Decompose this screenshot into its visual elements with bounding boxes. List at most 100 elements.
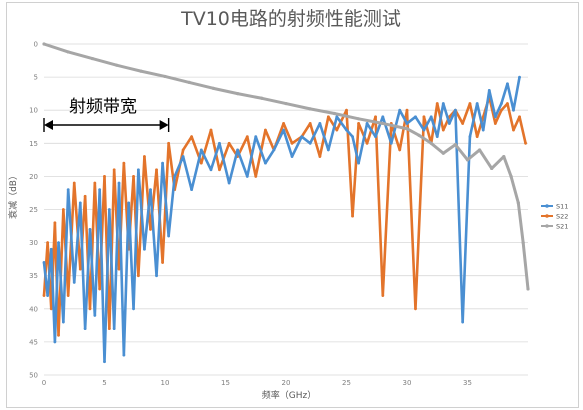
x-tick-label: 0 (42, 379, 46, 387)
point-s11 (61, 320, 65, 324)
point-s21 (521, 241, 525, 245)
point-s11 (468, 135, 472, 139)
point-s11 (374, 135, 377, 139)
x-tick-label: 20 (282, 379, 291, 387)
y-tick-label: 45 (29, 338, 38, 346)
point-s11 (136, 168, 140, 172)
point-s11 (264, 161, 267, 165)
x-tick-label: 5 (102, 379, 106, 387)
point-s22 (308, 122, 312, 125)
point-s22 (518, 115, 521, 119)
point-s11 (398, 108, 402, 112)
point-s11 (308, 141, 312, 145)
point-s21 (502, 154, 506, 159)
point-s11 (365, 122, 369, 125)
point-s11 (122, 353, 126, 357)
point-s21 (308, 107, 312, 111)
legend-label-s11: S11 (556, 202, 568, 210)
x-tick-label: 10 (161, 379, 170, 387)
point-s11 (236, 148, 240, 152)
y-tick-label: 5 (34, 74, 38, 82)
point-s21 (42, 42, 46, 46)
y-axis-label: 衰减（dB） (7, 171, 19, 219)
point-s11 (435, 135, 439, 139)
point-s21 (417, 133, 421, 137)
point-s21 (163, 74, 167, 79)
y-tick-label: 0 (34, 41, 38, 49)
point-s22 (78, 267, 82, 271)
point-s21 (357, 117, 361, 121)
point-s22 (83, 194, 87, 198)
point-s21 (236, 92, 240, 96)
point-s11 (49, 247, 53, 251)
point-s22 (61, 208, 65, 211)
legend: S11 S22 S21 (541, 202, 568, 230)
point-s22 (88, 307, 92, 311)
point-s22 (53, 221, 57, 225)
y-tick-label: 10 (29, 107, 38, 115)
point-s22 (209, 128, 213, 132)
point-s22 (499, 108, 503, 112)
point-s22 (93, 181, 97, 185)
point-s21 (211, 86, 215, 90)
point-s11 (414, 115, 417, 119)
point-s11 (454, 108, 457, 112)
series-layer (42, 42, 530, 364)
point-s22 (282, 122, 285, 125)
point-s21 (260, 96, 264, 100)
point-s22 (46, 241, 50, 245)
point-s21 (90, 56, 94, 61)
point-s11 (481, 128, 485, 132)
point-s11 (190, 188, 194, 192)
y-tick-label: 35 (29, 272, 38, 280)
point-s11 (199, 148, 203, 152)
point-s21 (115, 63, 119, 67)
point-s22 (381, 294, 385, 297)
point-s11 (335, 115, 339, 119)
point-s21 (465, 158, 470, 162)
point-s11 (173, 175, 177, 178)
point-s22 (351, 214, 354, 218)
point-s11 (78, 201, 82, 205)
point-s11 (272, 148, 276, 152)
point-s22 (155, 168, 158, 172)
point-s22 (117, 267, 121, 271)
point-s22 (318, 155, 322, 158)
point-s22 (42, 294, 46, 297)
point-s22 (357, 122, 360, 125)
point-s22 (227, 141, 231, 145)
point-s22 (49, 307, 53, 311)
point-s22 (398, 148, 402, 152)
point-s11 (345, 128, 348, 132)
point-s11 (42, 261, 46, 264)
point-s11 (66, 188, 70, 192)
bandwidth-arrow-left (44, 120, 53, 130)
point-s21 (187, 80, 191, 84)
point-s21 (516, 201, 520, 205)
point-s21 (284, 101, 288, 106)
point-s21 (381, 121, 385, 126)
point-s11 (447, 122, 451, 125)
point-s22 (149, 227, 152, 231)
x-axis-ticks: 0 5 10 15 20 25 30 35 (42, 379, 472, 387)
point-s11 (155, 274, 158, 278)
point-s11 (83, 327, 87, 331)
point-s11 (405, 122, 409, 125)
point-s11 (93, 314, 97, 317)
point-s22 (57, 333, 60, 337)
point-s11 (117, 181, 121, 185)
point-s22 (290, 141, 294, 145)
point-s22 (143, 155, 146, 158)
point-s22 (493, 122, 497, 125)
y-tick-label: 50 (29, 372, 38, 380)
point-s22 (435, 102, 439, 105)
point-s11 (422, 128, 426, 132)
point-s11 (57, 241, 60, 245)
point-s22 (112, 168, 116, 172)
point-s11 (103, 360, 106, 364)
point-s11 (227, 181, 231, 185)
point-s22 (181, 148, 185, 152)
point-s22 (218, 168, 221, 172)
point-s11 (389, 141, 393, 145)
